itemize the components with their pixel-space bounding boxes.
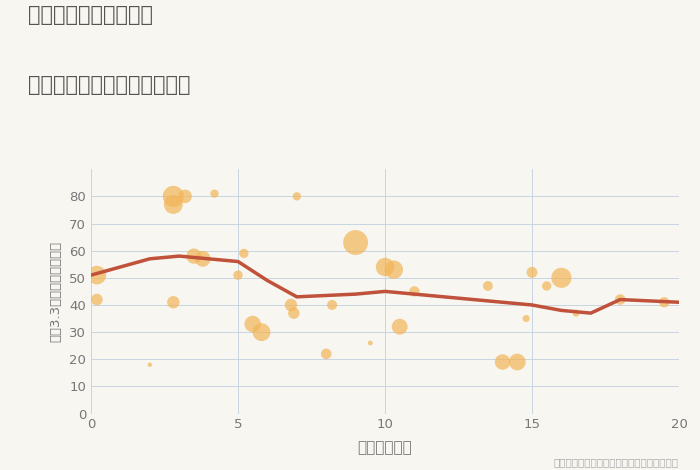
Point [556, 274, 567, 282]
Point [286, 301, 297, 309]
X-axis label: 駅距離（分）: 駅距離（分） [358, 440, 412, 455]
Point [91, 296, 102, 303]
Point [389, 266, 400, 274]
Text: 駅距離別中古マンション価格: 駅距離別中古マンション価格 [28, 75, 190, 95]
Point [512, 358, 523, 366]
Point [521, 315, 532, 322]
Point [288, 309, 300, 317]
Point [232, 271, 244, 279]
Y-axis label: 平（3.3㎡）単価（万円）: 平（3.3㎡）単価（万円） [49, 241, 62, 342]
Text: 円の大きさは、取引のあった物件面積を示す: 円の大きさは、取引のあった物件面積を示す [554, 458, 679, 468]
Point [570, 309, 582, 317]
Point [394, 323, 405, 330]
Point [197, 255, 209, 263]
Point [409, 288, 420, 295]
Point [379, 263, 391, 271]
Point [326, 301, 337, 309]
Point [188, 252, 199, 260]
Text: 愛知県半田市瑞穂町の: 愛知県半田市瑞穂町の [28, 5, 153, 25]
Point [541, 282, 552, 290]
Point [482, 282, 493, 290]
Point [238, 250, 249, 257]
Point [526, 269, 538, 276]
Point [615, 296, 626, 303]
Point [168, 193, 179, 200]
Point [291, 193, 302, 200]
Point [497, 358, 508, 366]
Point [209, 190, 220, 197]
Point [659, 298, 670, 306]
Point [256, 329, 267, 336]
Point [247, 320, 258, 328]
Point [168, 201, 179, 208]
Point [350, 239, 361, 246]
Point [168, 298, 179, 306]
Point [321, 350, 332, 358]
Point [179, 193, 190, 200]
Point [365, 339, 376, 347]
Point [144, 361, 155, 368]
Point [91, 271, 102, 279]
